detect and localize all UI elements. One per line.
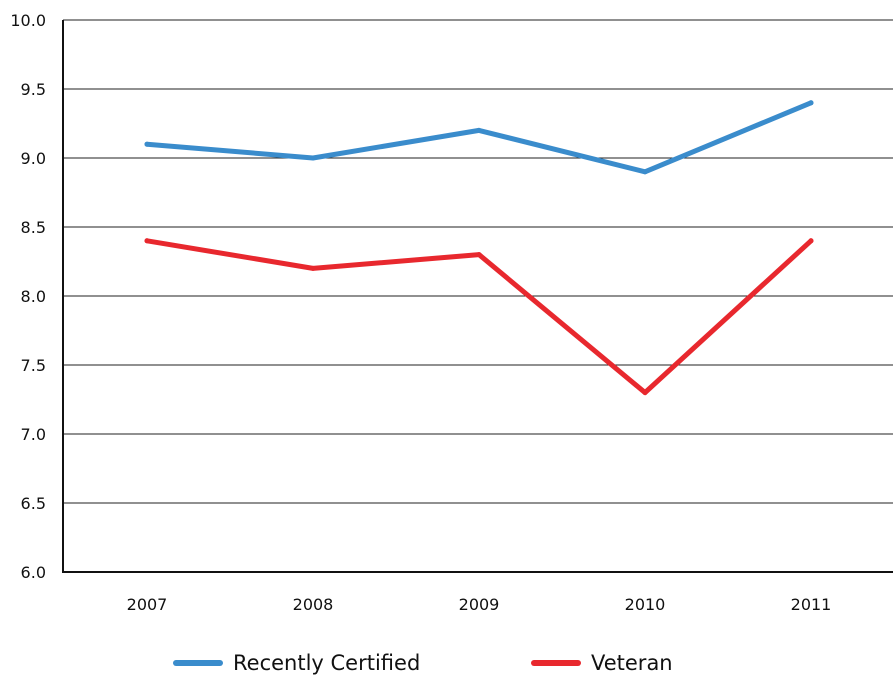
data-point [808, 100, 814, 106]
y-tick-label: 9.0 [21, 149, 46, 168]
data-point [310, 265, 316, 271]
gridlines [63, 19, 893, 504]
y-tick-label: 7.5 [21, 356, 46, 375]
data-point [476, 252, 482, 258]
data-point [144, 238, 150, 244]
series-line-veteran [144, 238, 814, 396]
x-axis-tick-labels: 2007 2008 2009 2010 2011 [127, 595, 832, 614]
axes [62, 20, 893, 573]
y-tick-label: 9.5 [21, 80, 46, 99]
y-tick-label: 8.0 [21, 287, 46, 306]
y-tick-label: 10.0 [10, 11, 46, 30]
y-tick-label: 6.5 [21, 494, 46, 513]
data-point [310, 155, 316, 161]
y-axis-tick-labels: 6.0 6.5 7.0 7.5 8.0 8.5 9.0 9.5 10.0 [10, 11, 46, 582]
data-point [642, 390, 648, 396]
x-tick-label: 2010 [625, 595, 666, 614]
x-tick-label: 2009 [459, 595, 500, 614]
x-tick-label: 2007 [127, 595, 168, 614]
data-point [808, 238, 814, 244]
series-layer [144, 100, 814, 396]
legend: Recently Certified Veteran [173, 651, 673, 675]
y-tick-label: 6.0 [21, 563, 46, 582]
legend-label: Recently Certified [233, 651, 420, 675]
y-tick-label: 8.5 [21, 218, 46, 237]
legend-label: Veteran [591, 651, 673, 675]
data-point [476, 127, 482, 133]
data-point [144, 141, 150, 147]
data-point [642, 169, 648, 175]
x-tick-label: 2008 [293, 595, 334, 614]
x-tick-label: 2011 [791, 595, 832, 614]
y-tick-label: 7.0 [21, 425, 46, 444]
series-line-recently-certified [144, 100, 814, 175]
